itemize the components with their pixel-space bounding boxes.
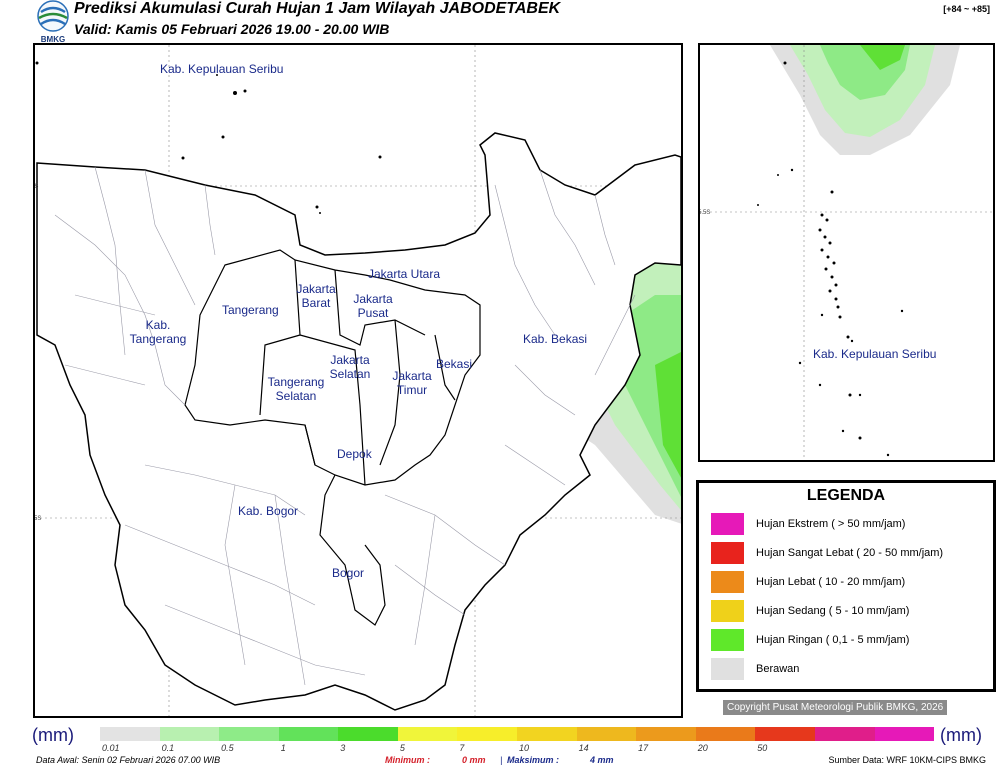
colorbar-tick-5: 5 [399, 743, 405, 753]
colorbar-unit-left: (mm) [32, 725, 74, 745]
colorbar-segment-11 [755, 727, 815, 741]
data-awal: Data Awal: Senin 02 Februari 2026 07.00 … [36, 755, 221, 765]
legend-label-ekstrem: Hujan Ekstrem ( > 50 mm/jam) [756, 518, 906, 530]
legend-item-sedang: Hujan Sedang ( 5 - 10 mm/jam) [711, 600, 909, 622]
colorbar-tick-3: 1 [280, 743, 286, 753]
legend-swatch-ringan [711, 629, 744, 651]
colorbar-tick-2: 0.5 [221, 743, 234, 753]
legend-box: LEGENDA Hujan Ekstrem ( > 50 mm/jam) Huj… [696, 480, 996, 692]
legend-swatch-berawan [711, 658, 744, 680]
place-jakarta-barat: Jakarta Barat [296, 282, 336, 311]
colorbar-segment-10 [695, 727, 756, 741]
colorbar-unit-right: (mm) [940, 725, 982, 745]
colorbar-segment-5 [397, 727, 458, 741]
page-title: Prediksi Akumulasi Curah Hujan 1 Jam Wil… [74, 0, 561, 17]
inset-place-kab-kepulauan-seribu: Kab. Kepulauan Seribu [813, 347, 937, 361]
place-kab-bekasi: Kab. Bekasi [523, 332, 588, 346]
valid-time: Valid: Kamis 05 Februari 2026 19.00 - 20… [74, 21, 390, 37]
place-jakarta-selatan: Jakarta Selatan [329, 353, 371, 382]
legend-label-berawan: Berawan [756, 663, 800, 675]
maksimum-label: Maksimum : [507, 755, 560, 765]
footer-separator: | [500, 755, 503, 765]
data-source: Sumber Data: WRF 10KM-CIPS BMKG [828, 755, 986, 765]
colorbar-segment-9 [636, 727, 696, 741]
maksimum-value: 4 mm [590, 755, 614, 765]
legend-swatch-lebat [711, 571, 744, 593]
colorbar [100, 727, 935, 741]
place-tangerang: Tangerang [222, 303, 279, 317]
place-kab-tangerang: Kab. Tangerang [129, 318, 187, 347]
svg-text:6.5S: 6.5S [35, 516, 41, 522]
colorbar-segment-3 [278, 727, 339, 741]
legend-title: LEGENDA [806, 487, 886, 504]
svg-text:5.5S: 5.5S [700, 210, 710, 216]
legend-item-berawan: Berawan [711, 658, 799, 680]
colorbar-segment-2 [219, 727, 279, 741]
svg-text:6S: 6S [35, 184, 38, 190]
legend-item-lebat: Hujan Lebat ( 10 - 20 mm/jam) [711, 571, 905, 593]
legend-item-ringan: Hujan Ringan ( 0,1 - 5 mm/jam) [711, 629, 909, 651]
inset-map[interactable]: 5.5S 106.5E Kab. Kepulauan Seribu [698, 43, 995, 462]
colorbar-segment-8 [576, 727, 637, 741]
legend-label-sedang: Hujan Sedang ( 5 - 10 mm/jam) [756, 605, 910, 617]
minimum-label: Minimum : [385, 755, 430, 765]
colorbar-segment-6 [457, 727, 518, 741]
copyright-notice: Copyright Pusat Meteorologi Publik BMKG,… [723, 700, 948, 715]
place-kab-kepulauan-seribu: Kab. Kepulauan Seribu [160, 62, 284, 76]
colorbar-tick-7: 10 [519, 743, 530, 753]
legend-item-sangat-lebat: Hujan Sangat Lebat ( 20 - 50 mm/jam) [711, 542, 943, 564]
colorbar-segment-7 [517, 727, 577, 741]
legend-label-sangat-lebat: Hujan Sangat Lebat ( 20 - 50 mm/jam) [756, 547, 944, 559]
legend-swatch-ekstrem [711, 513, 744, 535]
legend-swatch-sangat-lebat [711, 542, 744, 564]
forecast-range: [+84 ~ +85] [943, 4, 990, 14]
colorbar-tick-8: 14 [578, 743, 589, 753]
colorbar-ticks: 0.01 0.1 0.5 1 3 5 7 10 14 17 20 50 [100, 743, 934, 755]
place-jakarta-utara: Jakarta Utara [368, 267, 441, 281]
place-depok: Depok [337, 447, 372, 461]
colorbar-segment-0 [100, 727, 160, 741]
colorbar-tick-4: 3 [340, 743, 346, 753]
colorbar-tick-6: 7 [459, 743, 465, 753]
colorbar-tick-9: 17 [638, 743, 649, 753]
bmkg-logo: BMKG [33, 0, 73, 44]
place-bekasi: Bekasi [436, 357, 473, 371]
minimum-value: 0 mm [462, 755, 486, 765]
legend-item-ekstrem: Hujan Ekstrem ( > 50 mm/jam) [711, 513, 905, 535]
place-jakarta-pusat: Jakarta Pusat [353, 292, 393, 321]
legend-swatch-sedang [711, 600, 744, 622]
colorbar-tick-11: 50 [757, 743, 768, 753]
colorbar-segment-4 [338, 727, 398, 741]
legend-label-lebat: Hujan Lebat ( 10 - 20 mm/jam) [756, 576, 906, 588]
colorbar-tick-10: 20 [697, 743, 708, 753]
legend-label-ringan: Hujan Ringan ( 0,1 - 5 mm/jam) [756, 634, 910, 646]
place-kab-bogor: Kab. Bogor [238, 504, 299, 518]
logo-text: BMKG [41, 35, 65, 44]
place-jakarta-timur: Jakarta Timur [392, 369, 432, 398]
place-bogor: Bogor [332, 566, 365, 580]
main-map[interactable]: 6S 6.5S 106.5E 107E Kab. Kepulauan Serib… [33, 43, 683, 718]
colorbar-segment-1 [159, 727, 220, 741]
colorbar-tick-1: 0.1 [161, 743, 175, 753]
colorbar-segment-13 [874, 727, 935, 741]
colorbar-segment-12 [814, 727, 875, 741]
place-tangerang-selatan: Tangerang Selatan [267, 375, 325, 404]
colorbar-tick-0: 0.01 [102, 743, 120, 753]
